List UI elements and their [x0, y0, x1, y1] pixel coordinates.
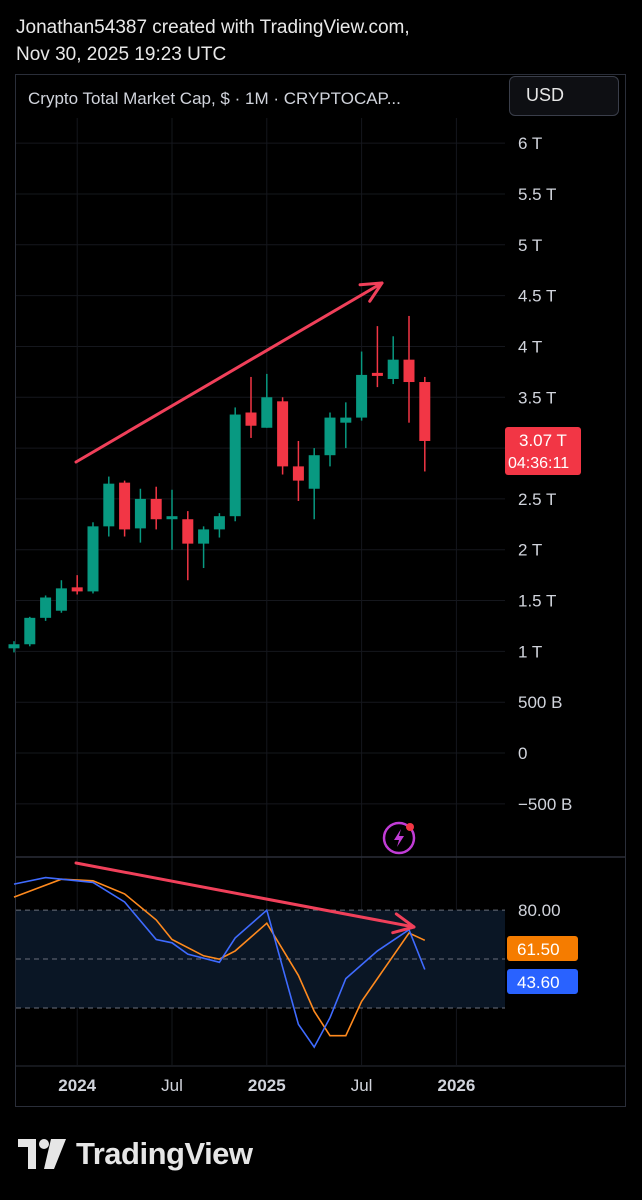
candle-body: [371, 372, 383, 376]
candle-body: [324, 417, 336, 456]
oscillator-value-label: 61.50: [517, 940, 560, 959]
oscillator-downtrend-arrow-head: [391, 912, 416, 935]
price-tick-label: 1 T: [518, 642, 542, 661]
candle-body: [229, 414, 241, 517]
candle-body: [166, 516, 178, 520]
candle-body: [182, 519, 194, 544]
candle-body: [87, 526, 99, 592]
chart-header: Jonathan54387 created with TradingView.c…: [16, 14, 410, 68]
candles: [8, 315, 431, 653]
candle-body: [403, 359, 415, 383]
price-tick-label: 500 B: [518, 693, 562, 712]
candle-body: [213, 516, 225, 530]
legend-title: Crypto Total Market Cap, $ · 1M · CRYPTO…: [28, 89, 401, 108]
tradingview-wordmark: TradingView: [76, 1136, 253, 1171]
trend-annotations: [74, 281, 416, 935]
price-tick-label: 1.5 T: [518, 592, 556, 611]
candle-body: [55, 588, 67, 611]
header-timestamp: Nov 30, 2025 19:23 UTC: [16, 44, 227, 65]
candle-body: [134, 498, 146, 529]
price-tick-label: −500 B: [518, 795, 572, 814]
tradingview-logo: TradingView: [18, 1136, 253, 1172]
candle-body: [71, 587, 83, 592]
price-tick-label: 6 T: [518, 134, 542, 153]
price-badges: 3.07 T 04:36:11 61.50 43.60: [505, 427, 581, 994]
oscillator-fast-line: [13, 876, 426, 1049]
lightning-icon[interactable]: [382, 821, 416, 855]
time-tick-label: Jul: [161, 1076, 183, 1095]
candle-body: [198, 529, 210, 544]
candle-body: [356, 374, 368, 418]
candle-body: [308, 455, 320, 489]
price-tick-label: 4.5 T: [518, 287, 556, 306]
oscillator-pane: 80.00: [13, 876, 561, 1049]
oscillator-downtrend-arrow: [74, 861, 416, 929]
candle-body: [387, 359, 399, 379]
tradingview-logo-icon: [18, 1139, 66, 1169]
candle-body: [277, 401, 289, 467]
candle-body: [103, 483, 115, 527]
price-uptrend-arrow-head: [358, 281, 384, 303]
oscillator-value-badge: [507, 936, 578, 961]
time-tick-label: Jul: [351, 1076, 373, 1095]
candle-body: [261, 397, 273, 428]
candle-body: [340, 417, 352, 423]
oscillator-value-label: 43.60: [517, 973, 560, 992]
oscillator-level-label: 80.00: [518, 901, 561, 920]
currency-button[interactable]: USD: [509, 76, 619, 116]
time-tick-label: 2024: [58, 1076, 96, 1095]
candle-countdown: 04:36:11: [508, 455, 569, 472]
axes: 6 T5.5 T5 T4.5 T4 T3.5 T3 T2.5 T2 T1.5 T…: [15, 134, 626, 1095]
oscillator-value-badge: [507, 969, 578, 994]
oscillator-slow-line: [13, 878, 426, 1037]
candle-body: [292, 466, 304, 481]
price-uptrend-arrow: [74, 281, 384, 464]
price-tick-label: 4 T: [518, 337, 542, 356]
candle-body: [119, 482, 131, 530]
price-tick-label: 2 T: [518, 541, 542, 560]
time-tick-label: 2026: [437, 1076, 475, 1095]
candle-body: [150, 498, 162, 520]
candle-body: [24, 617, 36, 645]
price-tick-label: 0: [518, 744, 527, 763]
candle-body: [245, 412, 257, 426]
header-author-line: Jonathan54387 created with TradingView.c…: [16, 17, 410, 38]
last-price-value: 3.07 T: [519, 431, 567, 450]
candle-body: [40, 597, 52, 618]
candle-body: [419, 382, 431, 441]
time-tick-label: 2025: [248, 1076, 286, 1095]
last-price-badge: [505, 427, 581, 475]
price-tick-label: 5 T: [518, 236, 542, 255]
price-tick-label: 3.5 T: [518, 388, 556, 407]
price-tick-label: 2.5 T: [518, 490, 556, 509]
candle-body: [8, 644, 20, 649]
price-tick-label: 5.5 T: [518, 185, 556, 204]
